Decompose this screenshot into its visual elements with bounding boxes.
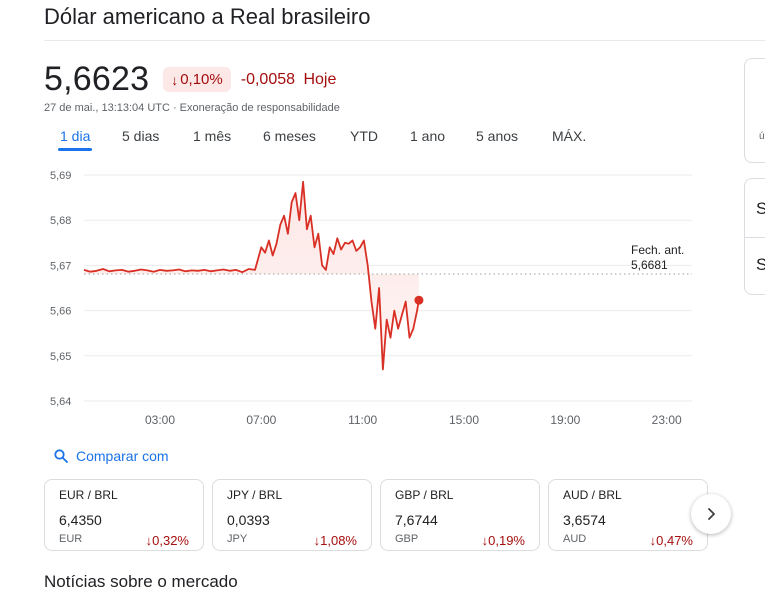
y-tick-label: 5,69 [50, 170, 71, 182]
side-glyph: ú [759, 131, 765, 142]
compare-label: Comparar com [76, 448, 169, 464]
side-panel-card[interactable]: ú [744, 58, 765, 163]
chevron-right-icon [708, 508, 715, 520]
y-tick-label: 5,68 [50, 215, 71, 227]
timestamp-separator: · [172, 102, 177, 114]
related-card[interactable]: GBP / BRL 7,6744 GBP ↓0,19% [380, 479, 540, 551]
card-pair: EUR / BRL [59, 488, 118, 502]
search-icon [54, 449, 68, 463]
card-bottom: EUR ↓0,32% [59, 533, 189, 548]
page-title: Dólar americano a Real brasileiro [44, 4, 371, 29]
card-change-value: 0,47% [656, 533, 693, 548]
pct-change-badge: ↓ 0,10% [163, 67, 231, 92]
tab-6-meses[interactable]: 6 meses [263, 128, 316, 144]
abs-change-value: -0,0058 [240, 70, 296, 88]
disclaimer-link[interactable]: Exoneração de responsabilidade [179, 102, 340, 114]
arrow-down-icon: ↓ [649, 533, 657, 548]
card-change-value: 1,08% [320, 533, 357, 548]
news-heading: Notícias sobre o mercado [44, 572, 238, 591]
card-currency: GBP [395, 533, 419, 545]
price-chart[interactable]: 5,69 5,68 5,67 5,66 5,65 5,64 03:00 07:00 11:00 1… [0, 160, 740, 440]
tab-5-dias[interactable]: 5 dias [122, 128, 160, 144]
last-point-marker [414, 295, 424, 305]
card-pair: JPY / BRL [227, 488, 283, 502]
reference-value: 5,6681 [631, 258, 668, 272]
y-tick-label: 5,64 [50, 396, 71, 408]
related-card[interactable]: AUD / BRL 3,6574 AUD ↓0,47% [548, 479, 708, 551]
arrow-down-icon: ↓ [145, 533, 153, 548]
card-value: 6,4350 [59, 512, 102, 528]
series-line [83, 180, 420, 371]
tab-5-anos[interactable]: 5 anos [476, 128, 519, 144]
timestamp: 27 de mai., 13:13:04 UTC [44, 102, 170, 114]
side-panel-card[interactable]: S S [744, 178, 765, 295]
card-currency: EUR [59, 533, 83, 545]
card-bottom: AUD ↓0,47% [563, 533, 693, 548]
card-change: ↓0,32% [146, 533, 189, 548]
side-letter: S [756, 255, 765, 274]
pct-change-value: 0,10% [180, 71, 223, 88]
card-currency: AUD [563, 533, 587, 545]
title-divider [44, 40, 765, 41]
arrow-down-icon: ↓ [171, 71, 179, 88]
card-currency: JPY [227, 533, 248, 545]
tab-1-ano[interactable]: 1 ano [410, 128, 446, 144]
compare-button[interactable]: Comparar com [54, 448, 169, 464]
y-tick-label: 5,67 [50, 260, 71, 272]
y-tick-label: 5,65 [50, 351, 71, 363]
timestamp-line: 27 de mai., 13:13:04 UTC · Exoneração de r… [44, 102, 340, 114]
card-bottom: JPY ↓1,08% [227, 533, 357, 548]
card-change-value: 0,19% [488, 533, 525, 548]
related-card[interactable]: EUR / BRL 6,4350 EUR ↓0,32% [44, 479, 204, 551]
x-tick-label: 03:00 [145, 413, 175, 427]
next-cards-button[interactable] [691, 494, 731, 534]
card-bottom: GBP ↓0,19% [395, 533, 525, 548]
tab-max[interactable]: MÁX. [552, 128, 587, 144]
card-change: ↓0,19% [482, 533, 525, 548]
card-value: 3,6574 [563, 512, 606, 528]
price-row: 5,6623 ↓ 0,10% -0,0058 Hoje [44, 60, 336, 99]
current-price: 5,6623 [44, 60, 150, 98]
side-divider [745, 237, 765, 238]
chart-svg[interactable]: 5,69 5,68 5,67 5,66 5,65 5,64 03:00 07:00 11:00 1… [0, 160, 740, 440]
period-label: Hoje [303, 70, 337, 88]
x-tick-label: 07:00 [246, 413, 276, 427]
x-tick-label: 19:00 [550, 413, 580, 427]
x-tick-label: 23:00 [652, 413, 682, 427]
related-card[interactable]: JPY / BRL 0,0393 JPY ↓1,08% [212, 479, 372, 551]
tab-1-mes[interactable]: 1 mês [193, 128, 232, 144]
card-pair: AUD / BRL [563, 488, 622, 502]
y-tick-label: 5,66 [50, 306, 71, 318]
card-pair: GBP / BRL [395, 488, 454, 502]
x-tick-label: 15:00 [449, 413, 479, 427]
side-letter: S [756, 199, 765, 218]
arrow-down-icon: ↓ [481, 533, 489, 548]
arrow-down-icon: ↓ [313, 533, 321, 548]
card-change-value: 0,32% [152, 533, 189, 548]
card-value: 7,6744 [395, 512, 438, 528]
card-value: 0,0393 [227, 512, 270, 528]
tab-ytd[interactable]: YTD [350, 128, 378, 144]
abs-change: -0,0058 Hoje [241, 71, 337, 89]
x-tick-label: 11:00 [348, 413, 377, 427]
tab-1-dia[interactable]: 1 dia [57, 128, 93, 151]
card-change: ↓1,08% [314, 533, 357, 548]
reference-label: Fech. ant. [631, 243, 684, 257]
card-change: ↓0,47% [650, 533, 693, 548]
